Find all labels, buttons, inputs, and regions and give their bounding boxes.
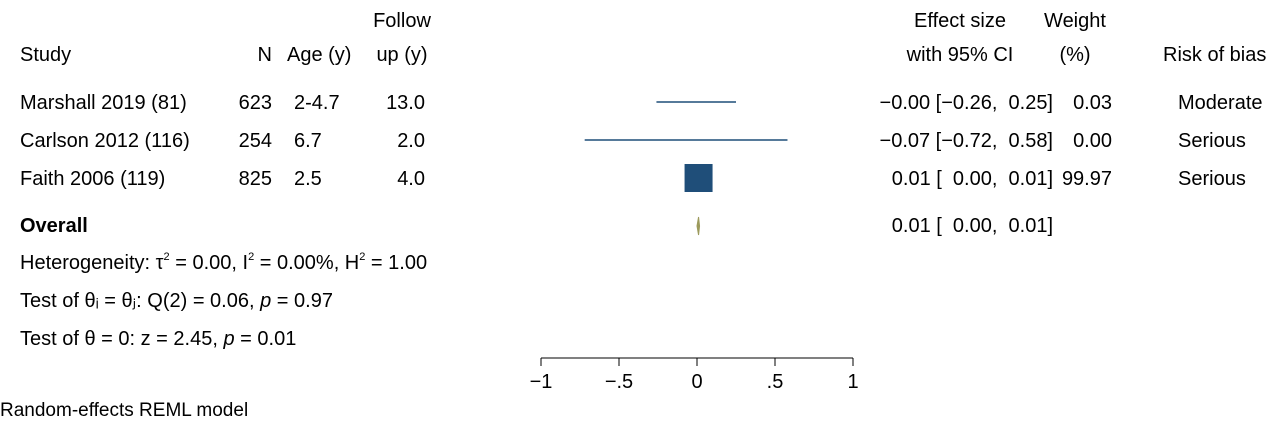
x-tick-label: 0: [691, 371, 702, 393]
study-weight: 99.97: [1061, 168, 1112, 190]
homogeneity-test: Test of θᵢ = θⱼ: Q(2) = 0.06, p = 0.97: [20, 290, 333, 312]
n-header: N: [257, 44, 272, 66]
study-header: Study: [20, 44, 72, 66]
weight-header-bottom: (%): [1059, 44, 1091, 66]
overall-diamond: [696, 216, 701, 236]
study-age: 2.5: [294, 168, 322, 190]
study-ci-text: 0.01 [ 0.00, 0.01]: [891, 168, 1053, 190]
follow-header-top: Follow: [373, 10, 431, 32]
study-age: 2-4.7: [294, 92, 340, 114]
age-header: Age (y): [287, 44, 352, 66]
study-n: 254: [238, 130, 272, 152]
x-tick-label: −.5: [605, 371, 633, 393]
study-ci-text: −0.00 [−0.26, 0.25]: [879, 92, 1053, 114]
study-bias: Serious: [1178, 168, 1246, 190]
heterogeneity-stats: Heterogeneity: τ2 = 0.00, I2 = 0.00%, H2…: [20, 251, 428, 275]
study-follow: 4.0: [397, 168, 425, 190]
follow-header-bottom: up (y): [376, 44, 428, 66]
bias-header: Risk of bias: [1163, 44, 1267, 66]
study-name: Carlson 2012 (116): [20, 130, 190, 152]
x-tick-label: .5: [767, 371, 784, 393]
x-tick-label: 1: [847, 371, 858, 393]
effect-test: Test of θ = 0: z = 2.45, p = 0.01: [20, 328, 297, 350]
x-tick-label: −1: [530, 371, 553, 393]
study-name: Marshall 2019 (81): [20, 92, 187, 114]
weight-header-top: Weight: [1044, 10, 1106, 32]
study-follow: 2.0: [397, 130, 425, 152]
overall-ci-text: 0.01 [ 0.00, 0.01]: [891, 215, 1053, 237]
study-name: Faith 2006 (119): [20, 168, 166, 190]
study-marker: [684, 164, 713, 192]
effect-header-bottom: with 95% CI: [906, 44, 1014, 66]
study-n: 825: [238, 168, 272, 190]
study-weight: 0.00: [1073, 130, 1112, 152]
effect-header-top: Effect size: [914, 10, 1006, 32]
study-bias: Serious: [1178, 130, 1246, 152]
study-n: 623: [238, 92, 272, 114]
study-follow: 13.0: [386, 92, 425, 114]
study-ci-text: −0.07 [−0.72, 0.58]: [879, 130, 1053, 152]
study-bias: Moderate: [1178, 92, 1263, 114]
overall-label: Overall: [20, 215, 88, 237]
study-age: 6.7: [294, 130, 322, 152]
model-note: Random-effects REML model: [0, 400, 249, 421]
study-weight: 0.03: [1073, 92, 1112, 114]
